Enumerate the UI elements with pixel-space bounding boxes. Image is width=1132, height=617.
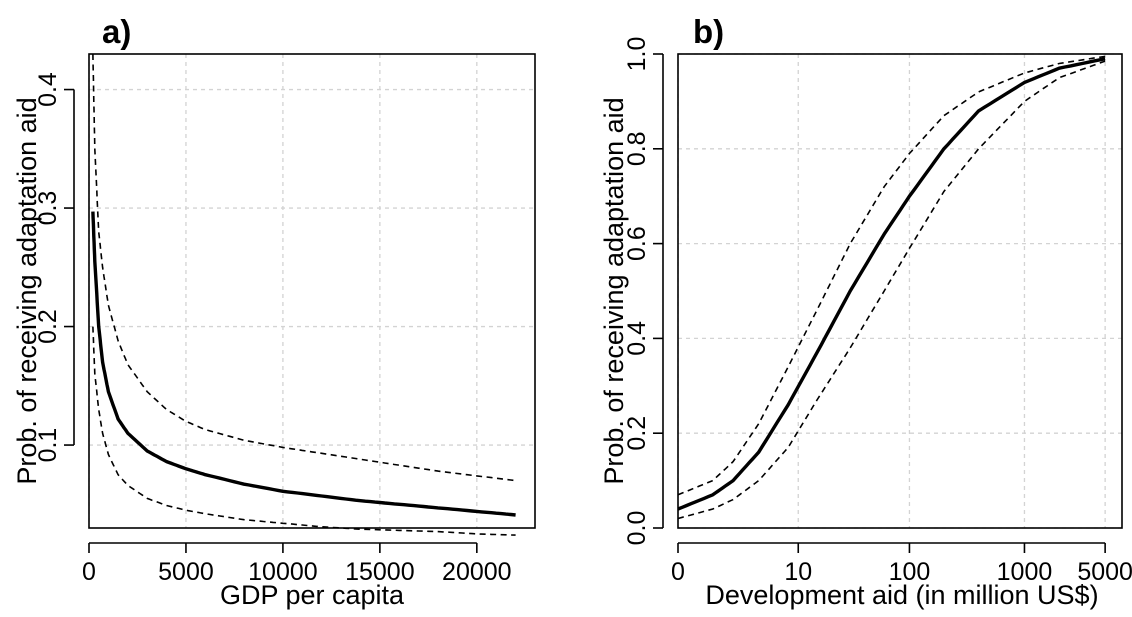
panel-b-confidence-bound-1 [677, 55, 1106, 496]
panel-a-plot-frame [88, 53, 536, 529]
panel-b-plot-frame [677, 53, 1123, 529]
panel-b-x-axis-title: Development aid (in million US$) [705, 580, 1098, 610]
panel-b-x-tick-label-2: 100 [889, 558, 931, 586]
panel-a-y-tick-label-3: 0.4 [34, 72, 62, 107]
panel-b: b) Development aid (in million US$) Prob… [599, 13, 1132, 610]
panel-b-x-tick-label-4: 5000 [1077, 558, 1132, 586]
panel-a-x-tick-label-3: 15000 [345, 558, 415, 586]
panel-a-x-tick-label-2: 10000 [248, 558, 318, 586]
panel-a-label: a) [102, 13, 131, 50]
panel-b-x-tick-label-0: 0 [671, 558, 685, 586]
panel-a-fitted-line [91, 211, 516, 517]
panel-a-x-tick-label-0: 0 [82, 558, 96, 586]
panel-b-y-axis-title: Prob. of receiving adaptation aid [599, 97, 629, 484]
panel-a-y-tick-label-1: 0.2 [34, 309, 62, 344]
panel-a-x-tick-label-1: 5000 [158, 558, 214, 586]
panel-b-label: b) [693, 13, 724, 50]
panel-a-y-tick-label-2: 0.3 [34, 191, 62, 226]
panel-b-y-tick-label-0: 0.0 [623, 511, 651, 546]
panel-b-y-tick-label-2: 0.4 [623, 321, 651, 356]
panel-b-y-tick-label-4: 0.8 [623, 131, 651, 166]
panel-a: a) GDP per capita Prob. of receiving ada… [12, 13, 536, 610]
panel-a-confidence-bound-2 [92, 326, 516, 536]
panel-a-confidence-bound-1 [92, 53, 516, 482]
panel-a-y-axis-title: Prob. of receiving adaptation aid [12, 97, 42, 484]
panel-a-x-tick-label-4: 20000 [442, 558, 512, 586]
panel-b-y-tick-label-3: 0.6 [623, 226, 651, 261]
panel-a-x-axis-title: GDP per capita [220, 580, 405, 610]
panel-b-y-tick-label-5: 1.0 [623, 37, 651, 72]
panel-a-y-tick-label-0: 0.1 [34, 428, 62, 463]
panel-b-confidence-bound-2 [677, 60, 1106, 520]
panel-b-fitted-line [677, 57, 1106, 511]
panel-b-x-tick-label-1: 10 [784, 558, 812, 586]
panel-b-x-tick-label-3: 1000 [997, 558, 1053, 586]
panel-b-y-tick-label-1: 0.2 [623, 416, 651, 451]
